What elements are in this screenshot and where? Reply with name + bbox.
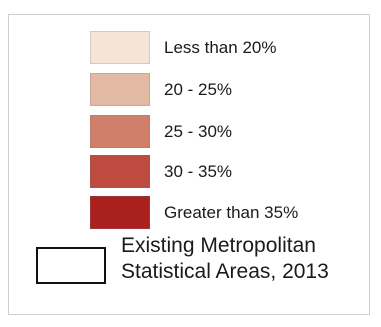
- msa-label-line-2: Statistical Areas, 2013: [121, 260, 329, 283]
- legend-label-greater-than-35: Greater than 35%: [164, 203, 299, 222]
- legend-swatch-30-35: [90, 155, 150, 188]
- map-legend: Less than 20% 20 - 25% 25 - 30% 30 - 35%…: [8, 14, 370, 315]
- legend-label-less-than-20: Less than 20%: [164, 38, 277, 57]
- legend-item-25-30: 25 - 30%: [9, 115, 369, 148]
- legend-swatch-less-than-20: [90, 31, 150, 64]
- legend-label-20-25: 20 - 25%: [164, 80, 233, 99]
- legend-label-25-30: 25 - 30%: [164, 122, 233, 141]
- msa-boundary-swatch: [36, 247, 106, 284]
- legend-item-greater-than-35: Greater than 35%: [9, 196, 369, 229]
- legend-swatch-25-30: [90, 115, 150, 148]
- msa-boundary-label: Existing Metropolitan Statistical Areas,…: [121, 233, 366, 285]
- legend-item-30-35: 30 - 35%: [9, 155, 369, 188]
- legend-item-20-25: 20 - 25%: [9, 73, 369, 106]
- legend-item-less-than-20: Less than 20%: [9, 31, 369, 64]
- legend-swatch-20-25: [90, 73, 150, 106]
- msa-label-line-1: Existing Metropolitan: [121, 234, 316, 257]
- legend-swatch-greater-than-35: [90, 196, 150, 229]
- legend-label-30-35: 30 - 35%: [164, 162, 233, 181]
